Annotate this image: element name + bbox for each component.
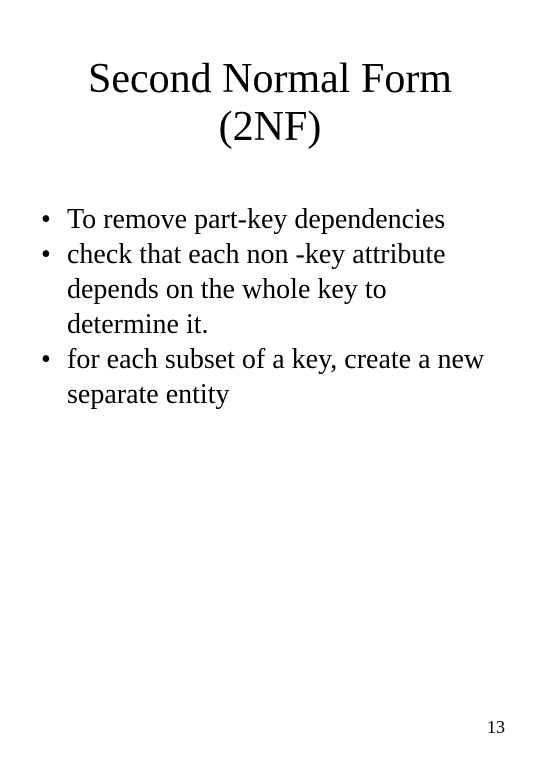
slide-title: Second Normal Form (2NF) bbox=[35, 55, 505, 152]
list-item: • for each subset of a key, create a new… bbox=[35, 342, 505, 412]
bullet-icon: • bbox=[35, 342, 67, 377]
bullet-icon: • bbox=[35, 202, 67, 237]
bullet-icon: • bbox=[35, 237, 67, 272]
list-item: • To remove part-key dependencies bbox=[35, 202, 505, 237]
title-line-2: (2NF) bbox=[219, 104, 322, 150]
bullet-list: • To remove part-key dependencies • chec… bbox=[35, 202, 505, 412]
bullet-text: To remove part-key dependencies bbox=[67, 202, 505, 237]
bullet-text: check that each non -key attribute depen… bbox=[67, 237, 505, 342]
bullet-text: for each subset of a key, create a new s… bbox=[67, 342, 505, 412]
title-line-1: Second Normal Form bbox=[88, 56, 452, 102]
list-item: • check that each non -key attribute dep… bbox=[35, 237, 505, 342]
page-number: 13 bbox=[487, 717, 505, 738]
